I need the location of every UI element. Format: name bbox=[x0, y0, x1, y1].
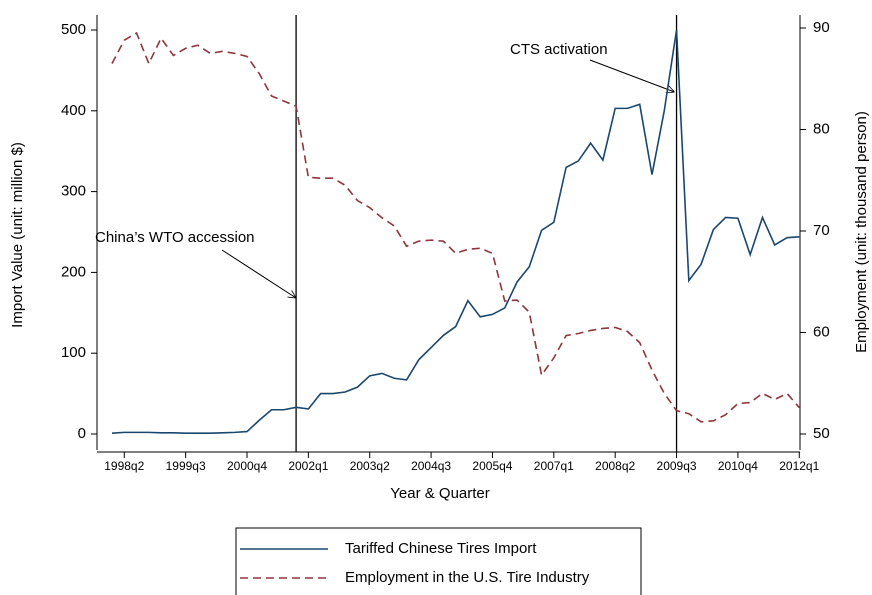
x-tick-label: 2008q2 bbox=[595, 459, 635, 473]
x-tick-label: 2003q2 bbox=[350, 459, 390, 473]
y-tick-label: 200 bbox=[61, 263, 86, 280]
y2-tick-label: 90 bbox=[813, 19, 830, 36]
x-tick-label: 1999q3 bbox=[166, 459, 206, 473]
series-line bbox=[111, 31, 800, 423]
series-line bbox=[111, 29, 800, 434]
y2-tick-label: 50 bbox=[813, 425, 830, 442]
x-tick-label: 2010q4 bbox=[718, 459, 758, 473]
y-tick-label: 400 bbox=[61, 102, 86, 119]
x-tick-label: 1998q2 bbox=[104, 459, 144, 473]
annotation-arrow bbox=[589, 59, 675, 92]
y-tick-label: 0 bbox=[78, 425, 86, 442]
legend-label: Tariffed Chinese Tires Import bbox=[345, 540, 537, 557]
legend-label: Employment in the U.S. Tire Industry bbox=[345, 569, 590, 586]
y-tick-label: 300 bbox=[61, 183, 86, 200]
x-axis-title: Year & Quarter bbox=[390, 485, 490, 502]
y2-tick-label: 60 bbox=[813, 323, 830, 340]
annotation: CTS activation bbox=[510, 41, 608, 58]
x-tick-label: 2007q1 bbox=[534, 459, 574, 473]
x-tick-label: 2002q1 bbox=[288, 459, 328, 473]
y-axis-title: Import Value (unit: million $) bbox=[9, 142, 26, 328]
x-tick-label: 2000q4 bbox=[227, 459, 267, 473]
x-tick-label: 2004q3 bbox=[411, 459, 451, 473]
x-tick-label: 2009q3 bbox=[657, 459, 697, 473]
annotation-arrow bbox=[221, 249, 296, 298]
legend-box bbox=[235, 527, 642, 595]
y-tick-label: 100 bbox=[61, 344, 86, 361]
x-tick-label: 2005q4 bbox=[472, 459, 512, 473]
x-tick-label: 2012q1 bbox=[779, 459, 819, 473]
annotation: China’s WTO accession bbox=[95, 229, 255, 246]
y-tick-label: 500 bbox=[61, 21, 86, 38]
y2-tick-label: 80 bbox=[813, 120, 830, 137]
y2-tick-label: 70 bbox=[813, 222, 830, 239]
y2-axis-title: Employment (unit: thousand person) bbox=[853, 111, 870, 353]
